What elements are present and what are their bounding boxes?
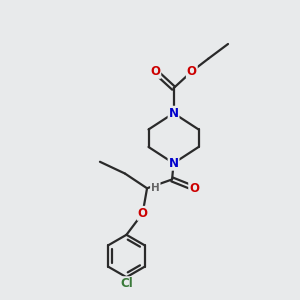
Text: Cl: Cl [120, 277, 133, 290]
Text: H: H [151, 183, 160, 193]
Text: N: N [169, 157, 178, 170]
Text: O: O [189, 182, 199, 195]
Text: N: N [169, 107, 178, 120]
Text: O: O [187, 65, 197, 78]
Text: O: O [150, 65, 160, 78]
Text: O: O [138, 207, 148, 220]
